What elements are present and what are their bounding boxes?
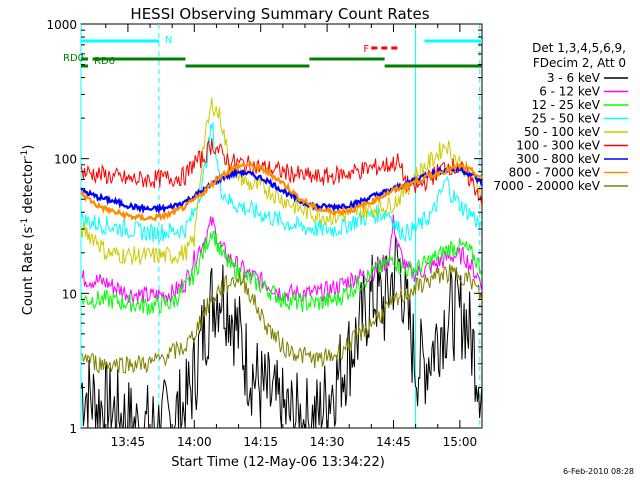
x-tick-label-2: 14:00 (177, 435, 212, 449)
legend-entry-label-5: 50 - 100 keV (524, 125, 601, 139)
x-axis-label: Start Time (12-May-06 13:34:22) (171, 455, 385, 470)
legend-entry-label-8: 800 - 7000 keV (509, 166, 601, 180)
y-axis-label-main: Count Rate (s (21, 227, 36, 316)
y-tick-label-4: 1000 (46, 18, 77, 32)
series-line-3 (80, 230, 483, 316)
flag-bars: N RD0 RD6 F (63, 35, 482, 68)
x-tick-label-4: 14:30 (310, 435, 345, 449)
y-tick-label-2: 10 (62, 287, 77, 301)
axes: 1 10 100 1000 13:45 14:00 14:15 14:30 14:45 15:00 (46, 18, 482, 449)
series-line-6 (80, 138, 483, 207)
series-line-8 (80, 160, 483, 222)
y-tick-label-3: 100 (54, 153, 77, 167)
y-axis-label-mid: detector (21, 158, 36, 218)
series-line-2 (81, 214, 483, 304)
x-tick-label-1: 13:45 (111, 435, 146, 449)
flag-label-rd0: RD0 (63, 53, 84, 64)
legend: Det 1,3,4,5,6,9, FDecim 2, Att 0 3 - 6 k… (493, 41, 628, 193)
y-axis-label: Count Rate (s-1 detector-1) (20, 145, 36, 316)
x-tick-label-6: 15:00 (443, 435, 478, 449)
chart-title: HESSI Observing Summary Count Rates (130, 5, 429, 23)
series-line-4 (80, 122, 483, 243)
legend-entry-label-4: 25 - 50 keV (532, 112, 601, 126)
legend-entry-label-9: 7000 - 20000 keV (493, 179, 600, 193)
legend-entry-label-6: 100 - 300 keV (516, 139, 600, 153)
x-tick-label-5: 14:45 (376, 435, 411, 449)
x-tick-label-3: 14:15 (243, 435, 278, 449)
legend-entry-label-3: 12 - 25 keV (532, 98, 601, 112)
y-axis-label-sup2: -1 (20, 150, 30, 159)
legend-header-line-1: Det 1,3,4,5,6,9, (532, 41, 626, 55)
series-line-9 (81, 264, 483, 374)
legend-entry-label-2: 6 - 12 keV (539, 85, 601, 99)
flag-label-f: F (363, 44, 369, 55)
series-line-1 (80, 236, 483, 429)
legend-header-line-2: FDecim 2, Att 0 (533, 56, 626, 70)
legend-entry-label-7: 300 - 800 keV (516, 152, 600, 166)
footer-timestamp: 6-Feb-2010 08:28 (563, 467, 634, 476)
y-axis-label-sup1: -1 (20, 218, 30, 227)
y-tick-label-1: 1 (69, 422, 77, 436)
y-axis-label-end: ) (21, 145, 36, 150)
flag-label-n: N (165, 35, 172, 46)
flag-label-rd6: RD6 (94, 56, 115, 67)
series-layer (80, 97, 483, 429)
legend-entry-label-1: 3 - 6 keV (547, 71, 601, 85)
